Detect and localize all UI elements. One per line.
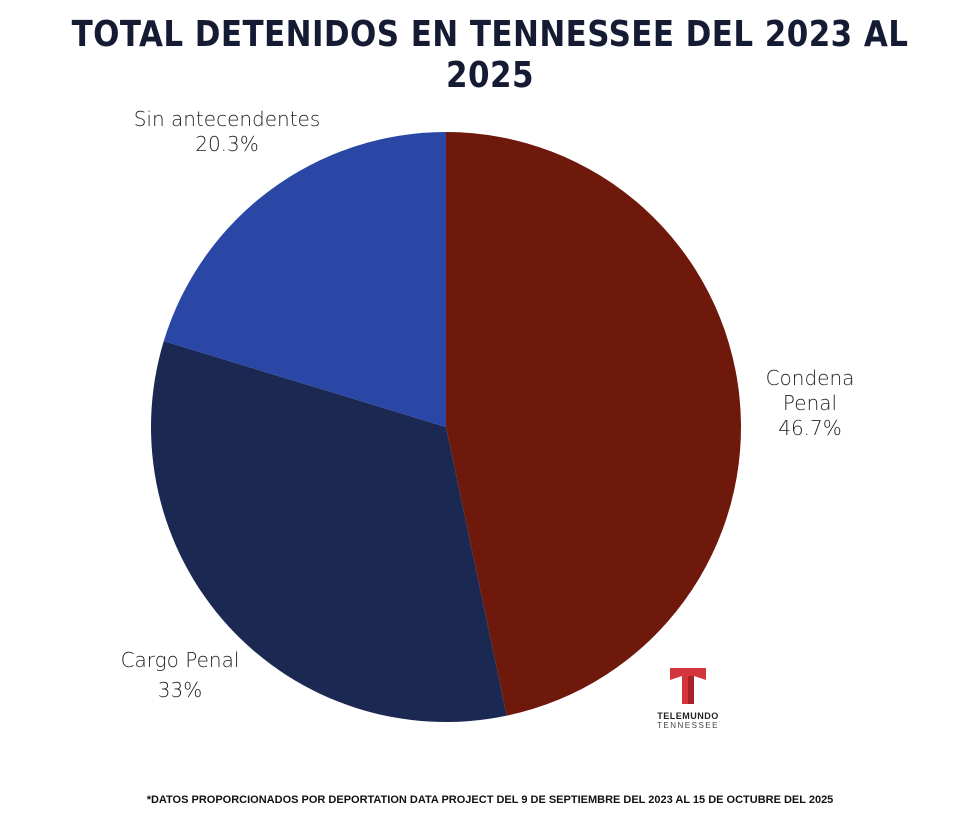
slice-label-cargo-penal: Cargo Penal 33%	[100, 648, 260, 703]
telemundo-logo: TELEMUNDO TENNESSEE	[648, 666, 728, 730]
slice-name: Cargo Penal	[120, 648, 240, 672]
slice-label-condena-penal: Condena Penal 46.7%	[740, 366, 880, 441]
pie-slice-condena-penal	[446, 132, 741, 716]
slice-value: 20.3%	[195, 132, 259, 156]
slice-value: 33%	[157, 678, 203, 702]
logo-line1: TELEMUNDO	[657, 711, 719, 721]
logo-line2: TENNESSEE	[657, 721, 719, 730]
slice-value: 46.7%	[778, 416, 842, 440]
slice-name: Sin antecendentes	[133, 107, 321, 131]
footnote: *DATOS PROPORCIONADOS POR DEPORTATION DA…	[146, 794, 834, 806]
slice-label-sin-antecedentes: Sin antecendentes 20.3%	[117, 107, 337, 157]
pie-slice-sin-antecendentes	[163, 132, 446, 427]
slice-name: Condena Penal	[765, 366, 855, 415]
pie-slice-cargo-penal	[151, 341, 507, 723]
chart-title: TOTAL DETENIDOS EN TENNESSEE DEL 2023 AL…	[71, 14, 909, 96]
telemundo-t-icon	[670, 668, 706, 704]
